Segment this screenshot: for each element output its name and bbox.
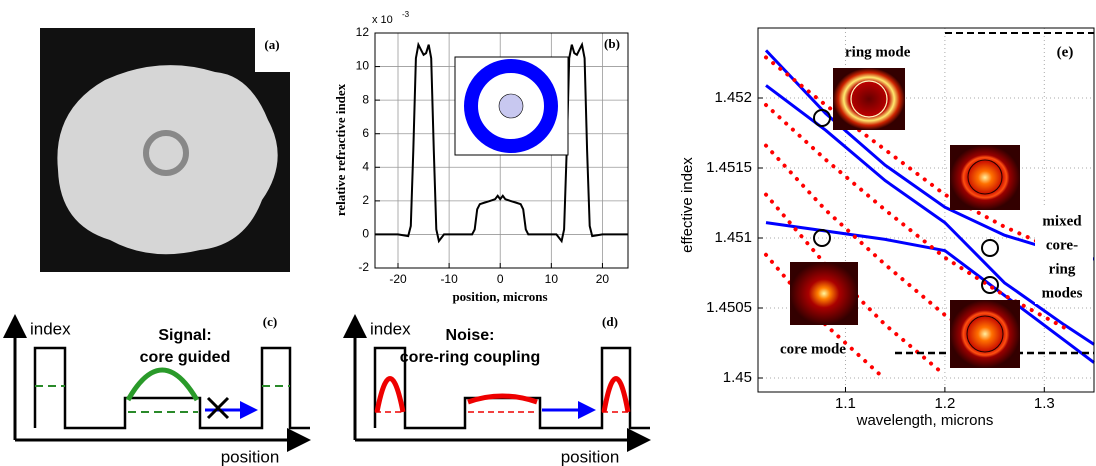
x-axis-label: position, microns xyxy=(452,289,547,304)
annotation: core- xyxy=(1046,237,1078,253)
y-tick-label: 4 xyxy=(362,159,369,173)
y-tick-label: 10 xyxy=(356,59,370,73)
annotation: core mode xyxy=(780,341,846,357)
axis-label: position xyxy=(221,447,280,466)
axis-label: position xyxy=(561,447,620,466)
x-tick-label: -20 xyxy=(389,272,407,286)
x-tick-label: 0 xyxy=(497,272,504,286)
panel-title: Noise: xyxy=(446,327,495,344)
multiplier-exponent: -3 xyxy=(402,10,410,19)
plot-frame xyxy=(757,27,1095,393)
multiplier: x 10 xyxy=(372,14,393,26)
mode-ring xyxy=(850,80,888,118)
y-tick-label: -2 xyxy=(358,260,369,274)
mode-shape xyxy=(601,376,631,413)
series-line xyxy=(375,41,628,244)
chart: 1.45 1.4505 1.451 1.4515 1.452 1.1 1.2 1.3 ring … xyxy=(679,27,1096,429)
y-tick-label: 1.452 xyxy=(714,89,752,106)
panel-d: index position Noise: core-ring coupling… xyxy=(343,314,651,466)
x-tick-label: 20 xyxy=(596,272,610,286)
annotation: modes xyxy=(1042,285,1083,301)
x-tick-label: 10 xyxy=(545,272,559,286)
panel-label: (a) xyxy=(264,37,279,52)
panel-label: (e) xyxy=(1057,44,1074,60)
y-tick-label: 1.4505 xyxy=(706,299,752,316)
label-bg xyxy=(1035,208,1093,304)
series-line xyxy=(764,192,947,378)
y-axis-label: effective index xyxy=(679,157,696,253)
axis-label: index xyxy=(30,319,71,338)
cross xyxy=(206,396,230,420)
plot-frame xyxy=(374,32,629,269)
marker-circle xyxy=(813,109,831,127)
axis-label: index xyxy=(370,319,411,338)
mode-image xyxy=(950,145,1020,210)
y-tick-label: 6 xyxy=(362,126,369,140)
y-tick-label: 2 xyxy=(362,193,369,207)
mode-shape xyxy=(374,376,406,413)
annotation: ring mode xyxy=(845,44,911,60)
index-profile xyxy=(33,346,310,430)
marker-circle xyxy=(981,276,999,294)
label-box xyxy=(255,28,290,72)
annotation: mixed xyxy=(1042,213,1082,229)
mode-image xyxy=(833,68,905,130)
mode-image xyxy=(950,300,1020,368)
x-tick-label: -10 xyxy=(440,272,458,286)
series-line xyxy=(765,84,1095,346)
index-profile xyxy=(373,346,650,430)
y-tick-label: 8 xyxy=(362,92,369,106)
panel-label: (b) xyxy=(604,36,620,51)
panel-label: (d) xyxy=(602,314,618,329)
marker-circle xyxy=(813,229,831,247)
panel-label: (c) xyxy=(263,314,277,329)
annotation: ring xyxy=(1049,261,1076,277)
y-tick-label: 1.4515 xyxy=(706,159,752,176)
panel-a: (a) xyxy=(40,28,290,272)
ring xyxy=(143,130,189,176)
y-tick-label: 12 xyxy=(356,25,370,39)
panel-title: core guided xyxy=(140,349,231,366)
y-axis-label: relative refractive index xyxy=(333,83,348,216)
y-tick-label: 0 xyxy=(362,227,369,241)
x-axis-label: wavelength, microns xyxy=(856,412,994,429)
x-tick-label: 1.2 xyxy=(934,395,955,412)
mode-ring xyxy=(967,159,1003,195)
panel-c: index position Signal: core guided (c) xyxy=(2,314,311,466)
fiber-photo xyxy=(57,65,278,255)
marker-circle xyxy=(981,239,999,257)
x-tick-label: 1.3 xyxy=(1034,395,1055,412)
y-tick-label: 1.45 xyxy=(723,369,752,386)
mode-ring xyxy=(966,315,1004,353)
y-tick-label: 1.451 xyxy=(714,229,752,246)
mode-shape xyxy=(467,393,538,405)
mode-image xyxy=(790,262,858,325)
panel-title: Signal: xyxy=(158,327,211,344)
panel-title: core-ring coupling xyxy=(400,349,540,366)
inset-core xyxy=(498,93,524,119)
x-tick-label: 1.1 xyxy=(835,395,856,412)
mode-shape xyxy=(125,367,200,402)
